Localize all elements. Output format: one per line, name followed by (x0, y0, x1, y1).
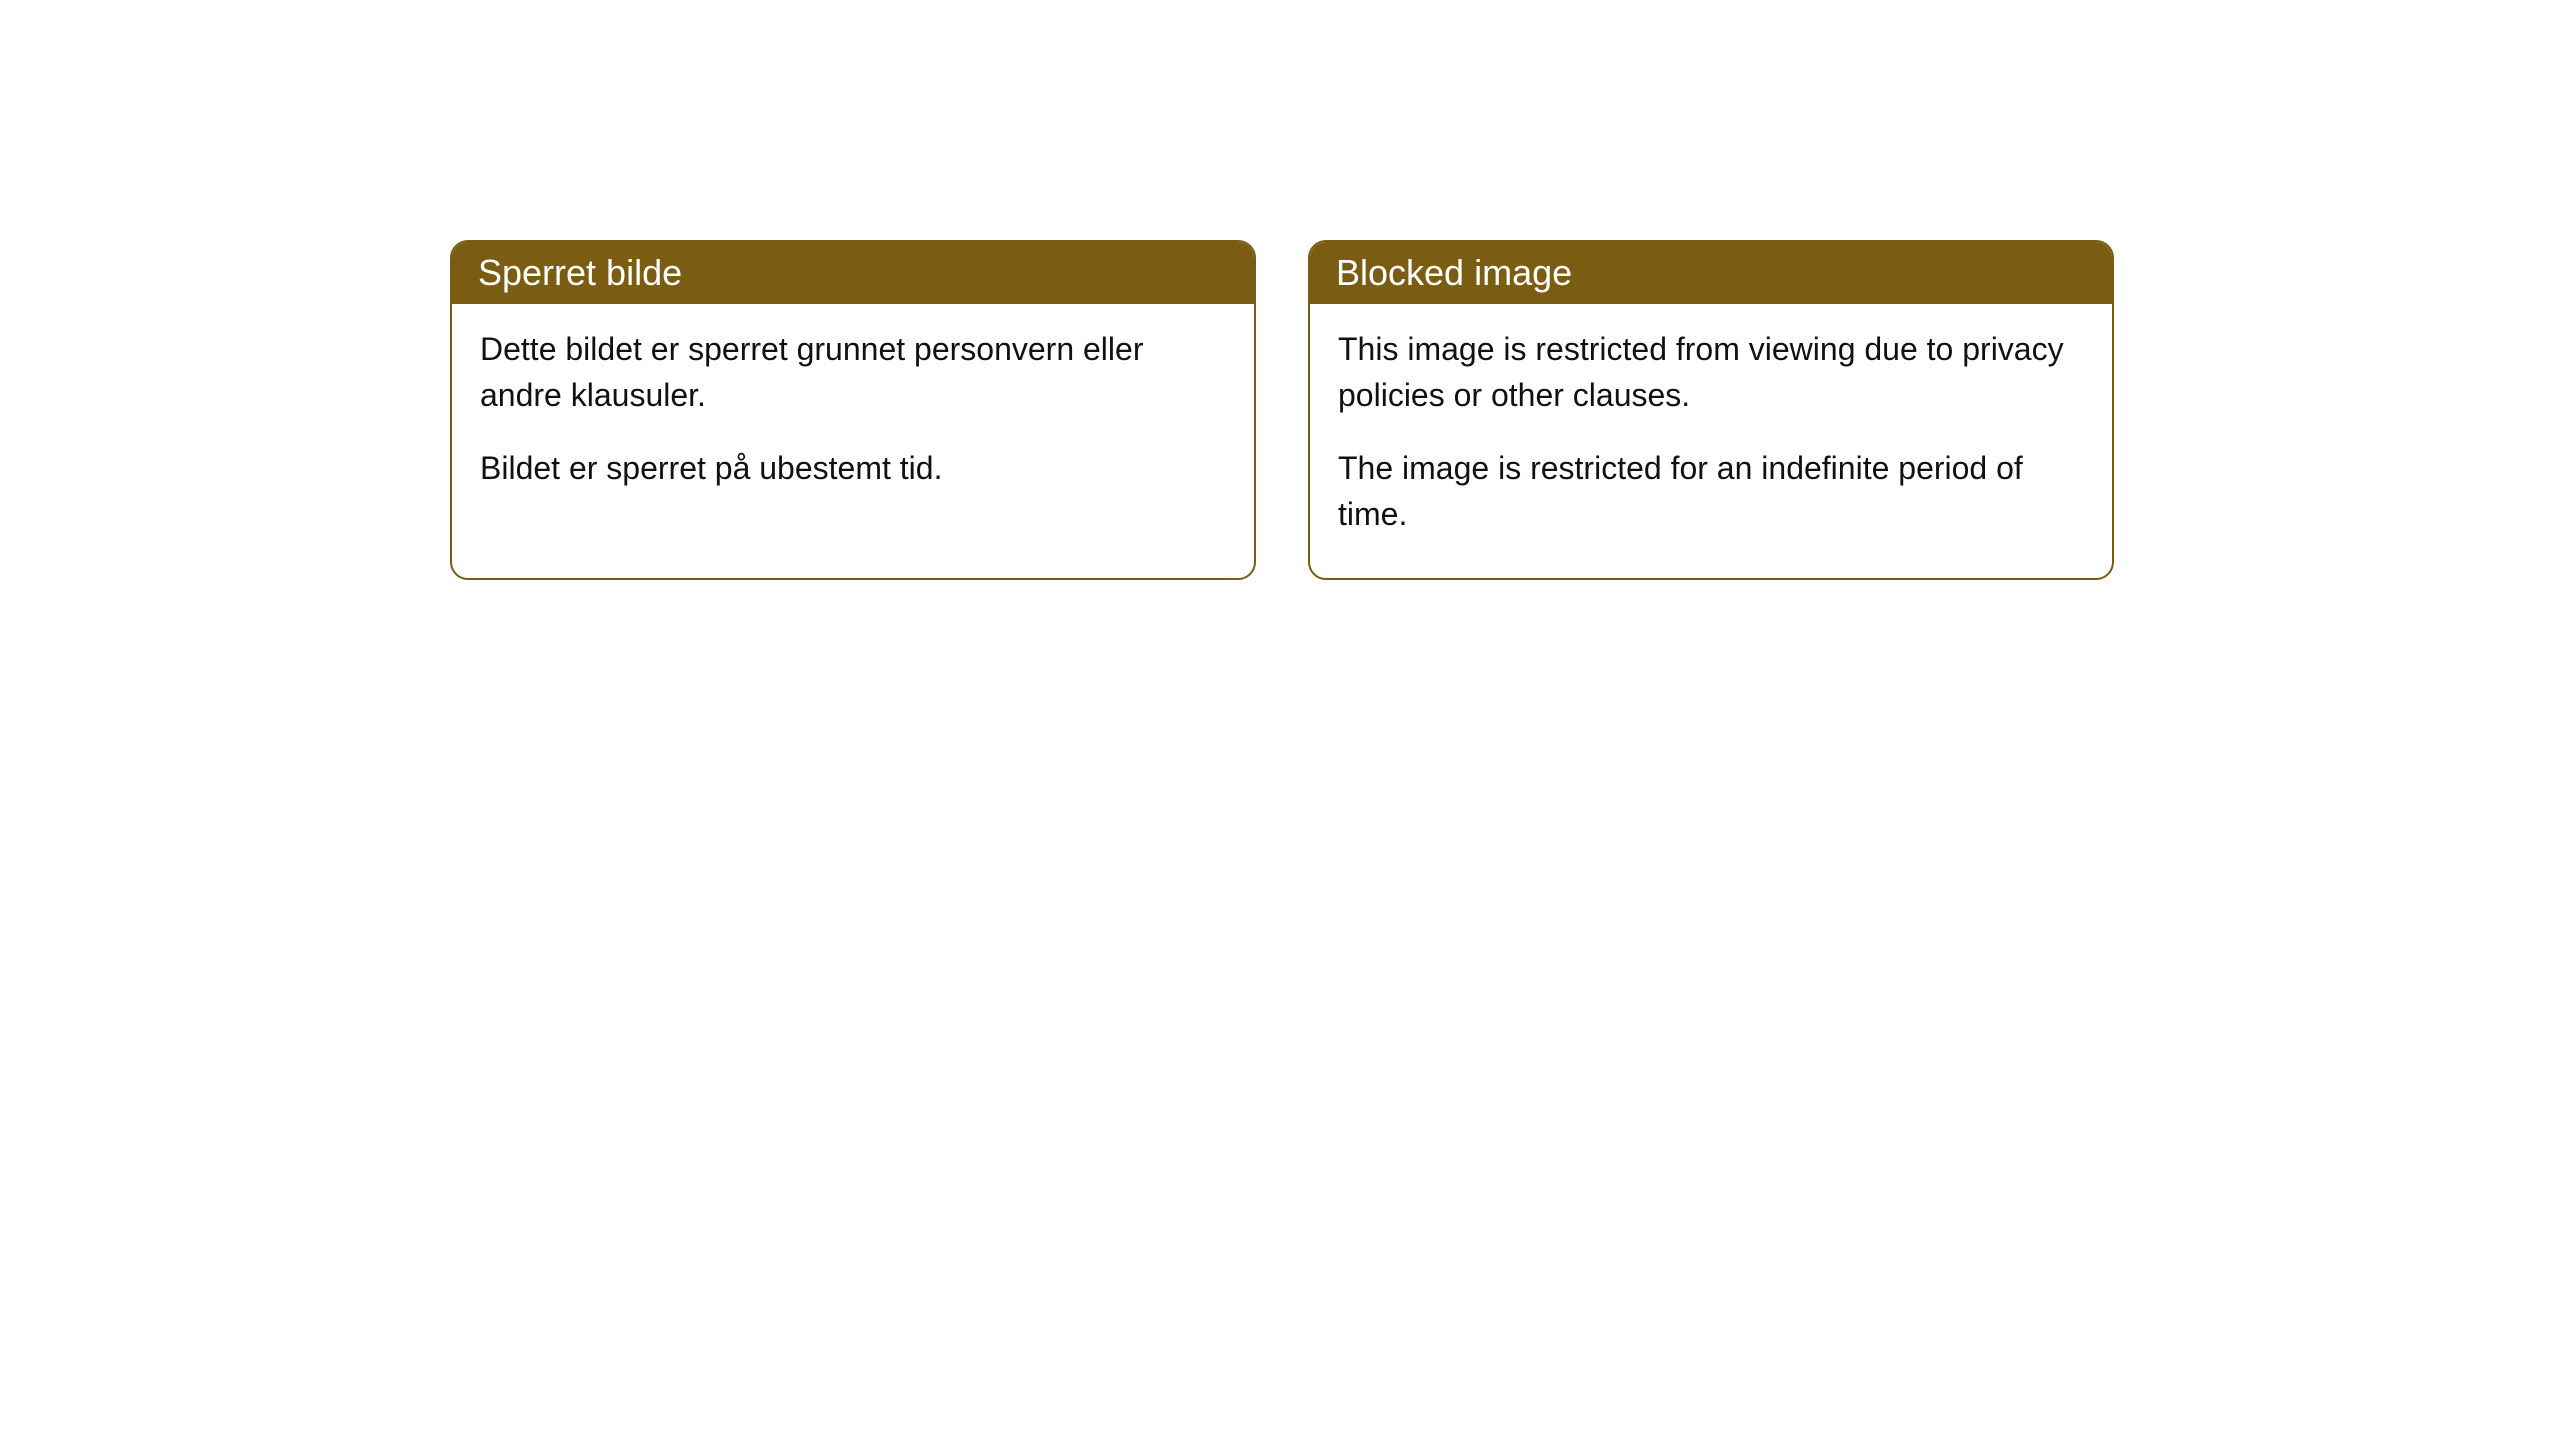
card-paragraph: This image is restricted from viewing du… (1338, 326, 2084, 419)
notice-card-english: Blocked image This image is restricted f… (1308, 240, 2114, 580)
card-title: Blocked image (1336, 252, 1572, 293)
card-paragraph: Dette bildet er sperret grunnet personve… (480, 326, 1226, 419)
card-header: Blocked image (1310, 242, 2112, 304)
card-title: Sperret bilde (478, 252, 682, 293)
card-paragraph: The image is restricted for an indefinit… (1338, 445, 2084, 538)
card-header: Sperret bilde (452, 242, 1254, 304)
card-paragraph: Bildet er sperret på ubestemt tid. (480, 445, 1226, 491)
card-body: This image is restricted from viewing du… (1310, 304, 2112, 578)
notice-card-norwegian: Sperret bilde Dette bildet er sperret gr… (450, 240, 1256, 580)
card-body: Dette bildet er sperret grunnet personve… (452, 304, 1254, 531)
notice-cards-container: Sperret bilde Dette bildet er sperret gr… (450, 240, 2114, 580)
